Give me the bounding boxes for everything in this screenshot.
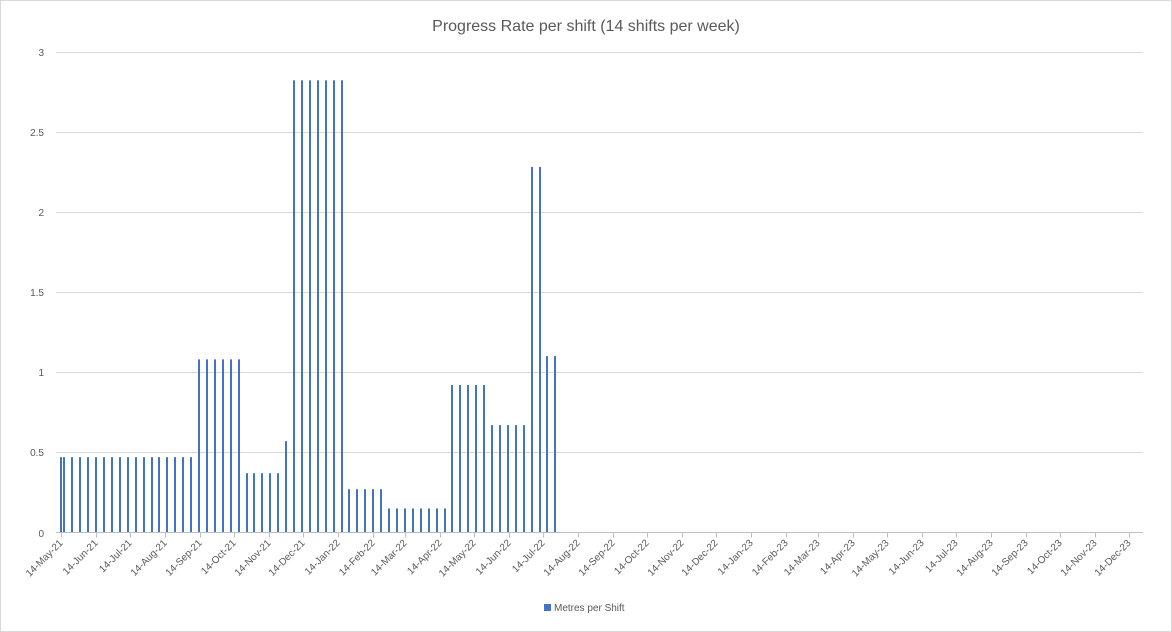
bar-31 bbox=[301, 80, 303, 533]
y-tick-label-5: 2.5 bbox=[30, 128, 44, 139]
bar-14 bbox=[166, 457, 168, 533]
y-tick-label-1: 0.5 bbox=[30, 448, 44, 459]
y-axis-tick-labels: 0 0.5 1 1.5 2 2.5 3 bbox=[30, 48, 44, 540]
bar-15 bbox=[174, 457, 176, 533]
chart-title: Progress Rate per shift (14 shifts per w… bbox=[432, 18, 740, 35]
legend: Metres per Shift bbox=[544, 603, 625, 614]
bar-0 bbox=[60, 457, 62, 533]
bar-37 bbox=[348, 489, 350, 533]
bar-28 bbox=[277, 473, 279, 533]
x-tick-label-25: 14-Jun-23 bbox=[887, 538, 927, 578]
bar-26 bbox=[261, 473, 263, 533]
x-tick-label-24: 14-May-23 bbox=[850, 538, 892, 580]
x-tick-label-19: 14-Dec-22 bbox=[680, 538, 721, 579]
bar-56 bbox=[499, 425, 501, 533]
bar-21 bbox=[222, 359, 224, 533]
bar-19 bbox=[206, 359, 208, 533]
bar-39 bbox=[364, 489, 366, 533]
bar-30 bbox=[293, 80, 295, 533]
legend-swatch bbox=[544, 604, 551, 611]
x-axis bbox=[56, 532, 1143, 538]
bar-5 bbox=[95, 457, 97, 533]
bar-24 bbox=[246, 473, 248, 533]
bar-4 bbox=[87, 457, 89, 533]
bar-32 bbox=[309, 80, 311, 533]
bar-2 bbox=[71, 457, 73, 533]
x-tick-label-31: 14-Dec-23 bbox=[1093, 538, 1134, 579]
bar-10 bbox=[135, 457, 137, 533]
bar-9 bbox=[127, 457, 129, 533]
bar-36 bbox=[341, 80, 343, 533]
y-tick-label-3: 1.5 bbox=[30, 288, 44, 299]
bar-59 bbox=[523, 425, 525, 533]
bar-25 bbox=[253, 473, 255, 533]
bar-17 bbox=[190, 457, 192, 533]
bar-27 bbox=[269, 473, 271, 533]
x-tick-label-13: 14-Jun-22 bbox=[474, 538, 514, 578]
bar-53 bbox=[475, 384, 477, 533]
bar-11 bbox=[143, 457, 145, 533]
bar-62 bbox=[546, 356, 548, 533]
bar-58 bbox=[515, 425, 517, 533]
y-tick-label-4: 2 bbox=[38, 208, 44, 219]
y-tick-label-2: 1 bbox=[38, 368, 44, 379]
x-tick-label-15: 14-Aug-22 bbox=[542, 538, 583, 579]
y-tick-label-0: 0 bbox=[38, 529, 44, 540]
bar-13 bbox=[158, 457, 160, 533]
bar-57 bbox=[507, 425, 509, 533]
x-tick-label-12: 14-May-22 bbox=[437, 538, 479, 580]
bar-20 bbox=[214, 359, 216, 533]
bar-16 bbox=[182, 457, 184, 533]
x-tick-label-28: 14-Sep-23 bbox=[990, 538, 1031, 579]
bar-6 bbox=[103, 457, 105, 533]
gridlines bbox=[56, 52, 1143, 453]
bar-61 bbox=[539, 166, 541, 533]
bar-49 bbox=[444, 508, 446, 533]
x-axis-tick-labels: 14-May-2114-Jun-2114-Jul-2114-Aug-2114-S… bbox=[24, 538, 1134, 580]
bar-8 bbox=[119, 457, 121, 533]
bar-46 bbox=[420, 508, 422, 533]
bar-52 bbox=[467, 384, 469, 533]
bar-29 bbox=[285, 441, 287, 533]
bar-7 bbox=[111, 457, 113, 533]
x-tick-label-3: 14-Aug-21 bbox=[129, 538, 170, 579]
x-tick-label-7: 14-Dec-21 bbox=[267, 538, 308, 579]
bar-38 bbox=[356, 489, 358, 533]
bar-44 bbox=[404, 508, 406, 533]
bar-40 bbox=[372, 489, 374, 533]
x-tick-label-1: 14-Jun-21 bbox=[61, 538, 101, 578]
bar-23 bbox=[238, 359, 240, 533]
bar-55 bbox=[491, 425, 493, 533]
bar-54 bbox=[483, 384, 485, 533]
bar-63 bbox=[554, 356, 556, 533]
y-tick-label-6: 3 bbox=[38, 48, 44, 59]
bar-60 bbox=[531, 166, 533, 533]
bar-18 bbox=[198, 359, 200, 533]
x-tick-label-0: 14-May-21 bbox=[24, 538, 66, 580]
bar-43 bbox=[396, 508, 398, 533]
legend-label: Metres per Shift bbox=[554, 603, 625, 614]
bar-48 bbox=[436, 508, 438, 533]
bar-3 bbox=[79, 457, 81, 533]
bar-12 bbox=[151, 457, 153, 533]
bar-34 bbox=[325, 80, 327, 533]
x-tick-label-16: 14-Sep-22 bbox=[577, 538, 618, 579]
bar-50 bbox=[451, 384, 453, 533]
bar-41 bbox=[380, 489, 382, 533]
bar-51 bbox=[459, 384, 461, 533]
bar-series bbox=[60, 80, 556, 533]
x-tick-label-4: 14-Sep-21 bbox=[164, 538, 205, 579]
bar-45 bbox=[412, 508, 414, 533]
bar-1 bbox=[63, 457, 65, 533]
bar-22 bbox=[230, 359, 232, 533]
bar-47 bbox=[428, 508, 430, 533]
bar-35 bbox=[333, 80, 335, 533]
bar-33 bbox=[317, 80, 319, 533]
x-tick-label-27: 14-Aug-23 bbox=[955, 538, 996, 579]
bar-42 bbox=[388, 508, 390, 533]
